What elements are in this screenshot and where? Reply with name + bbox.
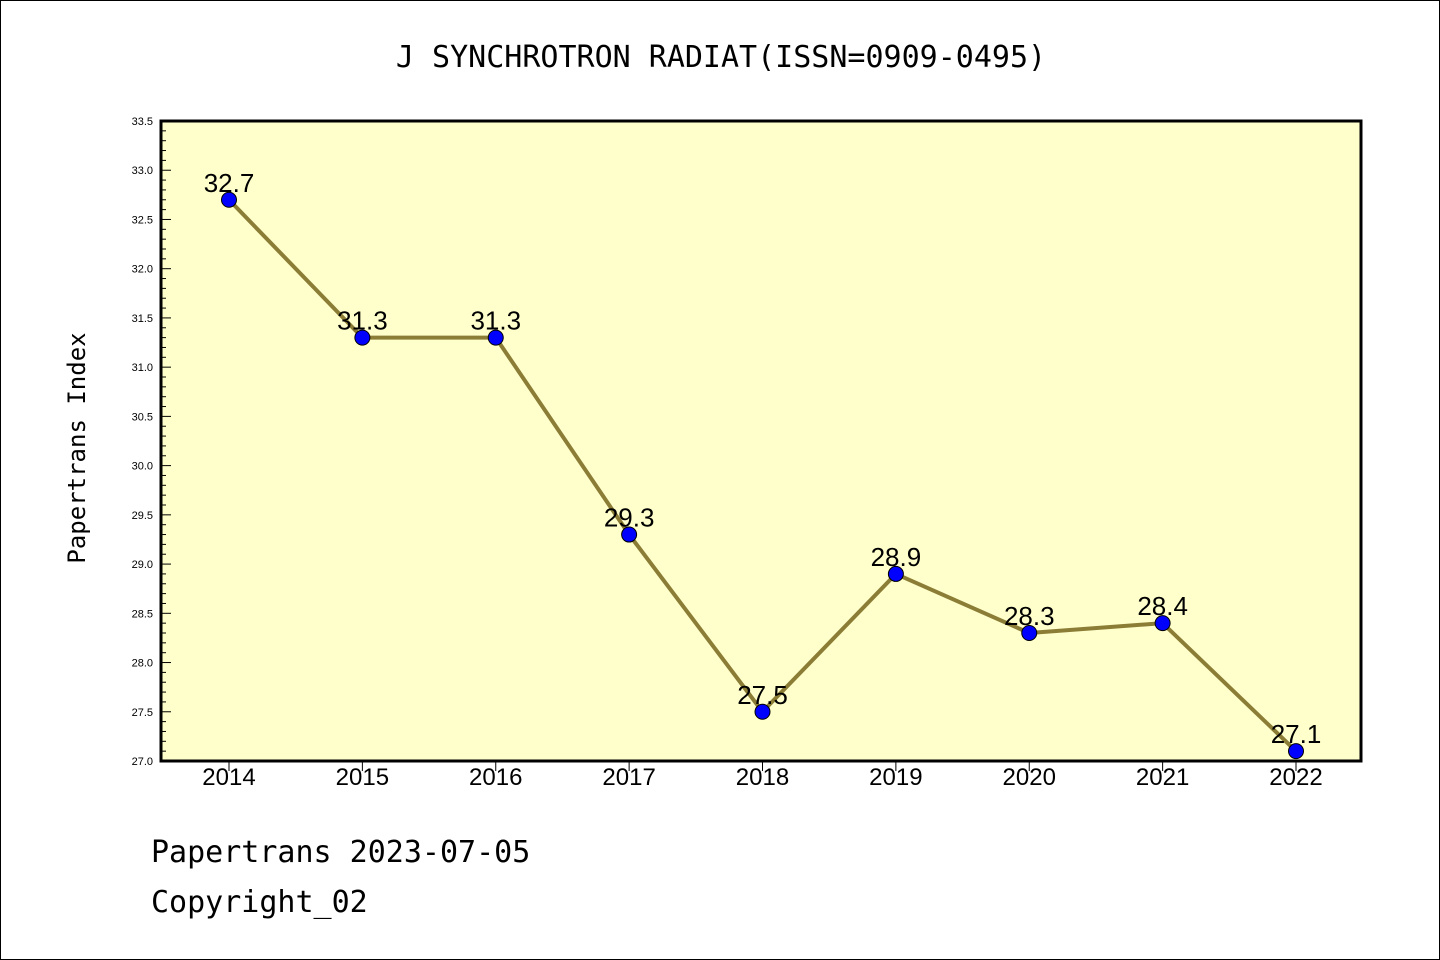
x-tick-label: 2014 xyxy=(202,764,255,791)
data-labels: 32.7 31.3 31.3 29.3 27.5 28.9 28.3 28.4 27.1 xyxy=(204,168,1322,749)
x-tick-label: 2019 xyxy=(869,764,922,791)
y-tick-label: 30.0 xyxy=(132,461,153,473)
y-tick-label: 33.0 xyxy=(132,165,153,177)
data-point xyxy=(1154,615,1171,632)
data-label: 28.9 xyxy=(871,542,922,572)
data-label: 27.1 xyxy=(1271,719,1322,749)
x-tick-label: 2021 xyxy=(1136,764,1189,791)
y-tick-label: 28.0 xyxy=(132,658,153,670)
data-point xyxy=(887,565,904,582)
plot-border xyxy=(159,119,1363,763)
data-point xyxy=(221,191,237,208)
data-point xyxy=(621,526,638,543)
data-point xyxy=(354,329,371,346)
x-axis-ticks: 2014 2015 2016 2017 2018 2019 2020 2021 2022 xyxy=(202,761,1323,791)
y-tick-label: 30.5 xyxy=(132,411,153,423)
footer-copyright-text: Copyright_02 xyxy=(151,885,368,920)
x-tick-label: 2017 xyxy=(602,764,655,791)
y-tick-label: 33.5 xyxy=(132,116,153,128)
y-tick-label: 31.0 xyxy=(132,362,153,374)
data-label: 28.4 xyxy=(1137,591,1188,621)
data-label: 31.3 xyxy=(470,306,521,336)
data-point xyxy=(487,329,504,346)
data-points xyxy=(221,191,1304,760)
x-tick-label: 2016 xyxy=(469,764,522,791)
data-label: 31.3 xyxy=(337,306,388,336)
y-tick-label: 32.0 xyxy=(132,264,153,276)
data-label: 28.3 xyxy=(1004,601,1055,631)
y-tick-label: 27.5 xyxy=(132,707,153,719)
y-axis-label: Papertrans Index xyxy=(63,332,91,563)
chart-title: J SYNCHROTRON RADIAT(ISSN=0909-0495) xyxy=(396,40,1046,75)
x-tick-label: 2018 xyxy=(736,764,789,791)
y-tick-label: 29.0 xyxy=(132,559,153,571)
x-tick-label: 2015 xyxy=(336,764,389,791)
footer-date-text: Papertrans 2023-07-05 xyxy=(151,835,531,870)
y-tick-label: 29.5 xyxy=(132,510,153,522)
data-label: 32.7 xyxy=(204,168,255,198)
y-tick-label: 31.5 xyxy=(132,313,153,325)
y-tick-label: 32.5 xyxy=(132,214,153,226)
y-tick-label: 27.0 xyxy=(132,756,153,768)
data-label: 29.3 xyxy=(604,503,655,533)
x-tick-label: 2022 xyxy=(1269,764,1322,791)
plot-area xyxy=(161,121,1361,761)
data-point xyxy=(1288,743,1304,760)
data-label: 27.5 xyxy=(737,680,788,710)
y-tick-label: 28.5 xyxy=(132,608,153,620)
y-axis-ticks: 27.0 27.5 28.0 28.5 29.0 29.5 30.0 30.5 31.0 31.5… xyxy=(132,116,171,768)
data-point xyxy=(754,703,771,720)
x-tick-label: 2020 xyxy=(1003,764,1056,791)
data-point xyxy=(1021,625,1038,641)
